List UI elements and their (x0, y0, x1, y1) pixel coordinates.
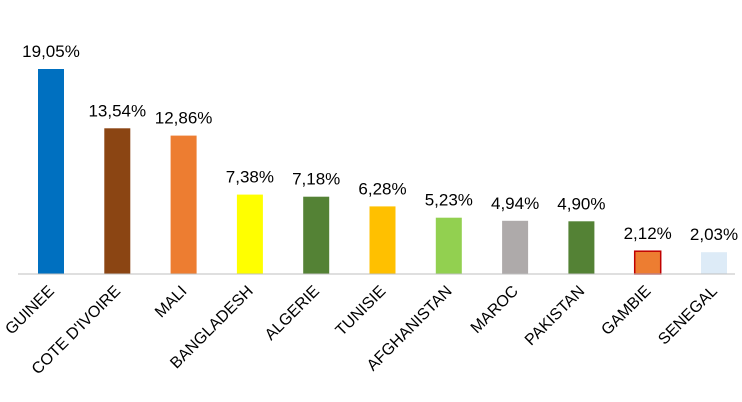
x-tick-label: SENEGAL (655, 283, 721, 349)
data-label: 7,18% (292, 170, 340, 189)
bar-guinee (38, 69, 64, 274)
x-tick-label: ALGERIE (262, 283, 323, 344)
bar-bangladesh (236, 194, 263, 274)
data-label: 4,90% (557, 194, 605, 213)
bar-maroc (502, 220, 529, 274)
x-tick-label: PAKISTAN (522, 283, 588, 349)
data-label: 19,05% (22, 42, 80, 61)
data-label: 13,54% (88, 101, 146, 120)
data-label: 2,03% (690, 225, 738, 244)
x-tick-label: MAROC (468, 283, 522, 337)
x-tick-label: TUNISIE (333, 283, 390, 340)
data-label: 5,23% (425, 191, 473, 210)
bar-tunisie (369, 206, 396, 274)
bar-cote-d-ivoire (104, 128, 131, 274)
bar-algerie (303, 196, 330, 274)
data-label: 2,12% (624, 224, 672, 243)
bar-senegal (701, 252, 727, 274)
data-label: 4,94% (491, 194, 539, 213)
bars-group (38, 69, 727, 275)
data-label: 6,28% (358, 179, 406, 198)
bar-mali (170, 135, 197, 274)
bar-gambie (633, 250, 662, 275)
x-tick-label: GAMBIE (599, 283, 655, 339)
bar-pakistan (568, 221, 595, 274)
data-label: 12,86% (155, 109, 213, 128)
data-label: 7,38% (226, 168, 274, 187)
data-labels-group: 19,05% 13,54% 12,86% 7,38% 7,18% 6,28% 5,23% 4,… (22, 42, 738, 244)
x-tick-label: MALI (152, 283, 190, 321)
x-tick-label: GUINEE (2, 283, 57, 338)
bar-afghanistan (435, 217, 462, 274)
